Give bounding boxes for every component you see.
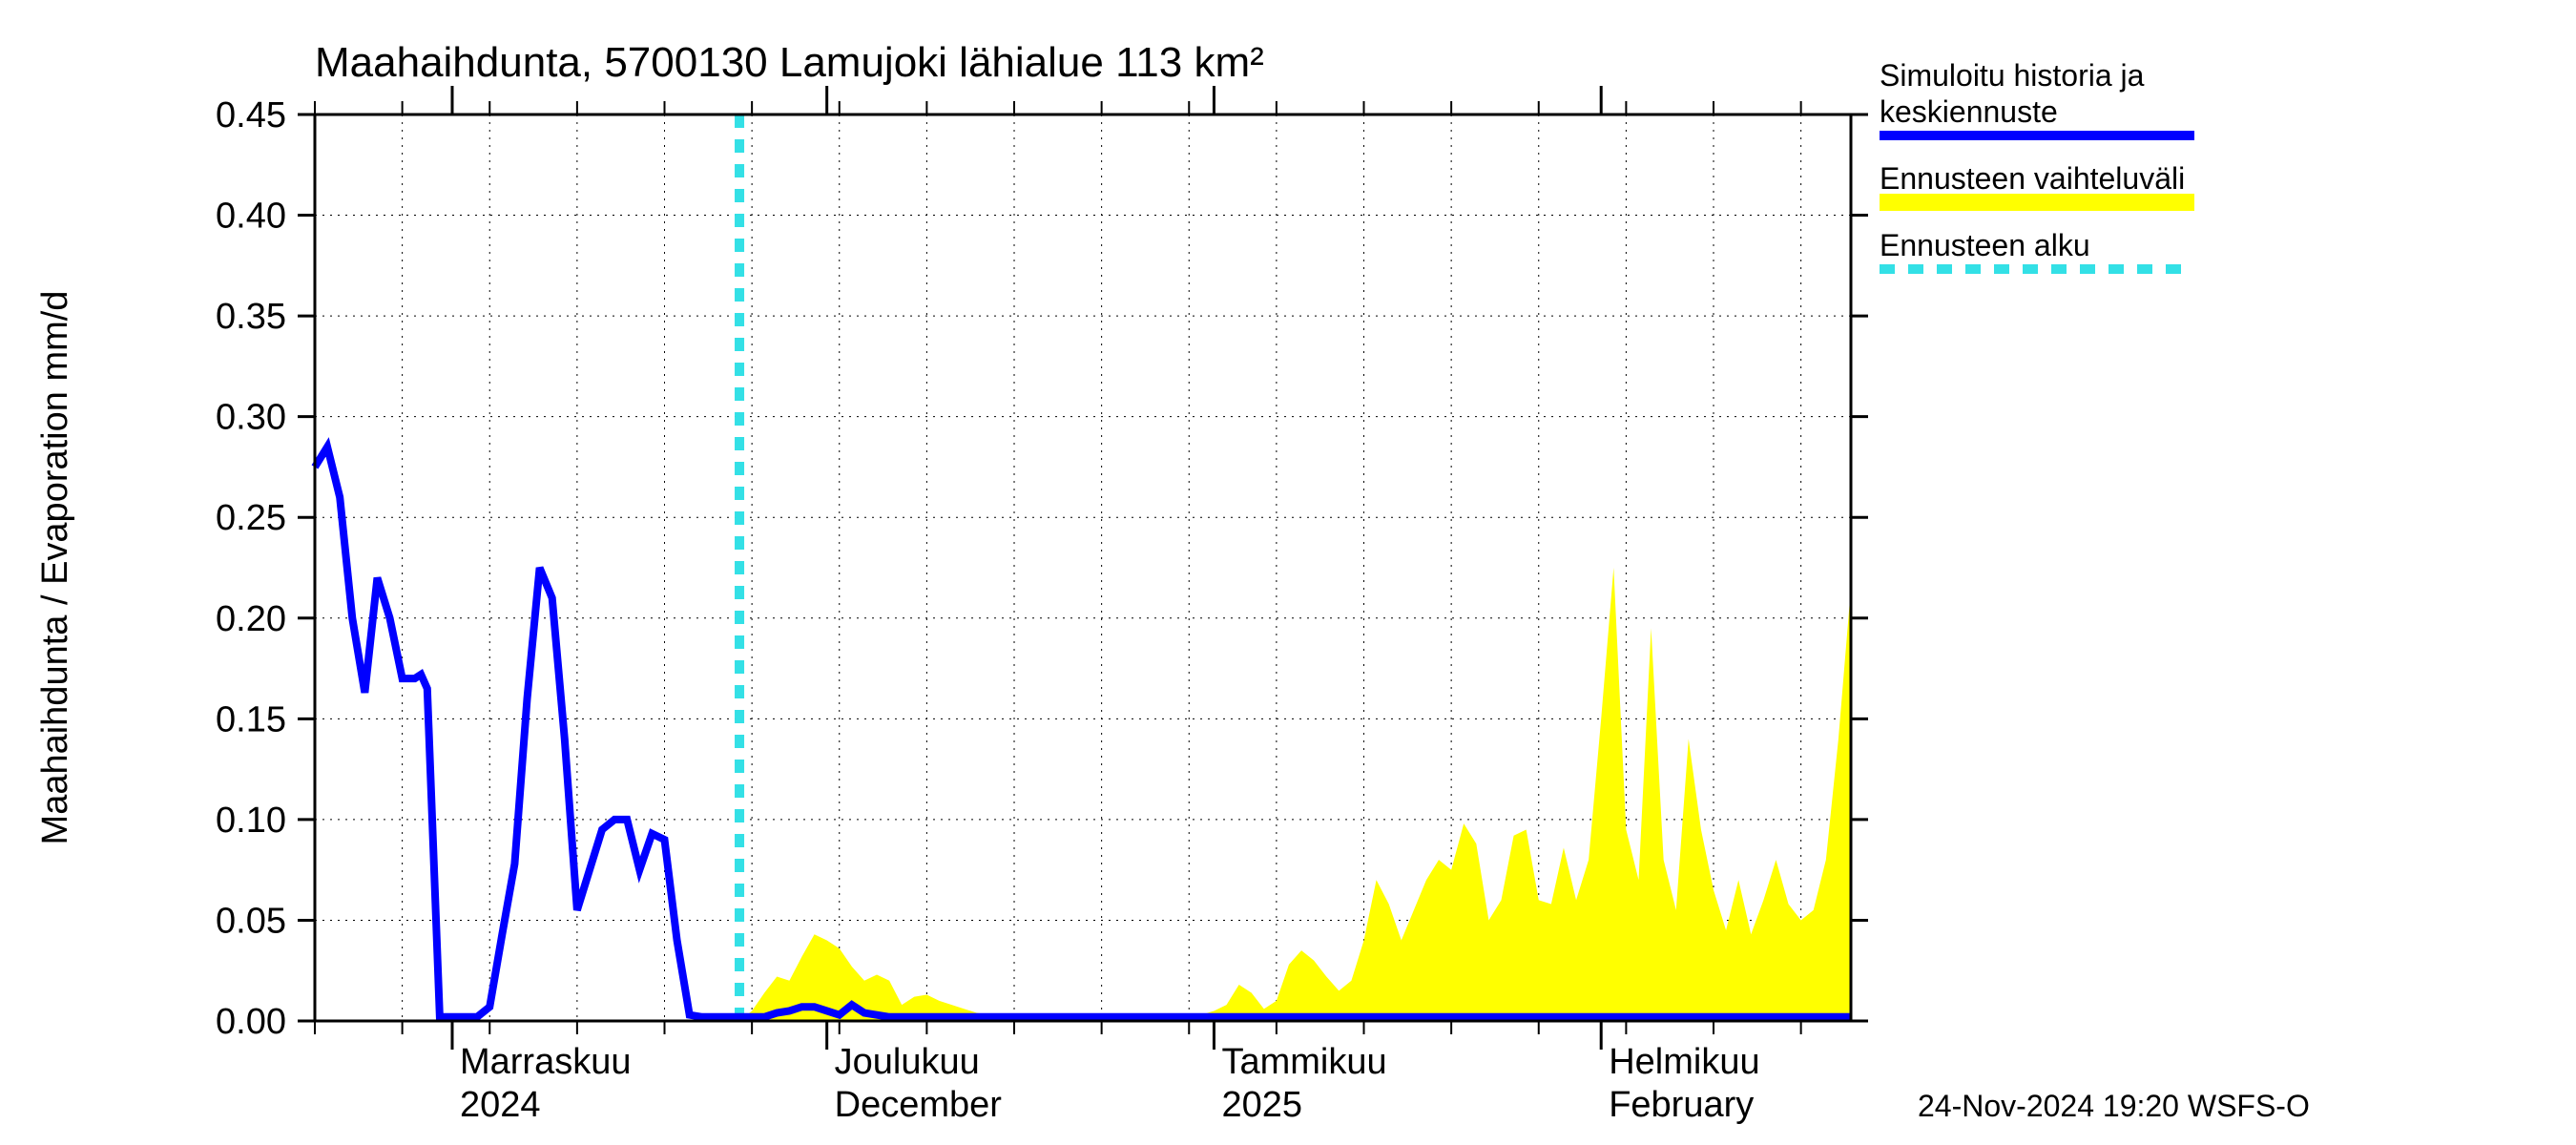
y-tick-label: 0.45 <box>216 95 286 135</box>
y-axis-label: Maahaihdunta / Evaporation mm/d <box>35 291 75 845</box>
y-tick-label: 0.30 <box>216 398 286 438</box>
y-tick-label: 0.40 <box>216 197 286 237</box>
y-tick-label: 0.00 <box>216 1002 286 1042</box>
month-label-top: Tammikuu <box>1221 1042 1386 1082</box>
y-tick-label: 0.15 <box>216 699 286 739</box>
y-tick-label: 0.20 <box>216 599 286 639</box>
evaporation-chart: 0.00 0.05 0.10 0.15 0.20 0.25 0.30 0.35 0.40 0.45… <box>0 0 2576 1145</box>
month-label-bottom: December <box>835 1085 1003 1125</box>
month-label-top: Helmikuu <box>1609 1042 1759 1082</box>
month-label-bottom: 2024 <box>460 1085 541 1125</box>
y-tick-label: 0.10 <box>216 801 286 841</box>
legend-swatch-area <box>1880 194 2194 211</box>
y-tick-label: 0.05 <box>216 901 286 941</box>
y-tick-label: 0.25 <box>216 498 286 538</box>
legend-label: Simuloitu historia ja <box>1880 58 2145 93</box>
month-label-bottom: February <box>1609 1085 1754 1125</box>
legend-label: Ennusteen alku <box>1880 228 2090 262</box>
y-tick-label: 0.35 <box>216 297 286 337</box>
footer-timestamp: 24-Nov-2024 19:20 WSFS-O <box>1918 1089 2310 1123</box>
month-label-top: Marraskuu <box>460 1042 632 1082</box>
chart-title: Maahaihdunta, 5700130 Lamujoki lähialue … <box>315 39 1264 86</box>
month-label-bottom: 2025 <box>1221 1085 1302 1125</box>
legend-label: keskiennuste <box>1880 94 2058 129</box>
legend-label: Ennusteen vaihteluväli <box>1880 161 2185 196</box>
month-label-top: Joulukuu <box>835 1042 980 1082</box>
